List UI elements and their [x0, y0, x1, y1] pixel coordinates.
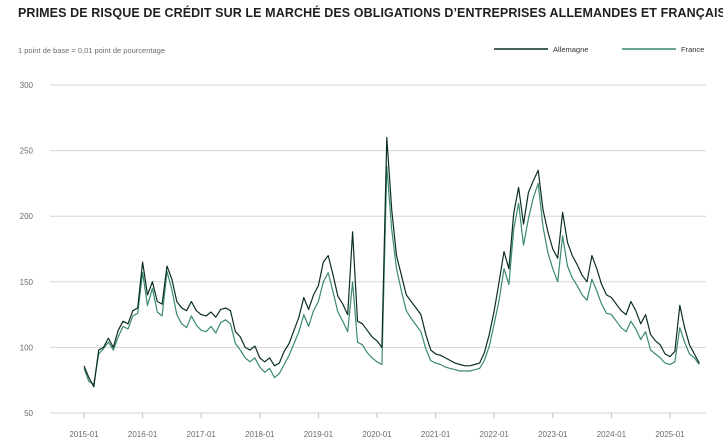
- y-axis-ticks: 50 100 150 200 250 300: [20, 81, 34, 418]
- series-line-france: [83, 165, 700, 385]
- y-tick-label: 250: [20, 147, 34, 156]
- x-tick-label: 2022-01: [480, 430, 510, 439]
- x-tick-label: 2015-01: [69, 430, 99, 439]
- legend-label-allemagne: Allemagne: [553, 45, 588, 54]
- series-line-allemagne: [83, 136, 700, 388]
- x-tick-label: 2020-01: [362, 430, 392, 439]
- x-tick-label: 2021-01: [421, 430, 451, 439]
- chart-subtitle: 1 point de base = 0,01 point de pourcent…: [18, 46, 165, 55]
- y-tick-label: 300: [20, 81, 34, 90]
- x-tick-label: 2018-01: [245, 430, 275, 439]
- legend-label-france: France: [681, 45, 704, 54]
- x-tick-label: 2023-01: [538, 430, 568, 439]
- y-tick-label: 200: [20, 212, 34, 221]
- x-tick-label: 2025-01: [655, 430, 685, 439]
- x-tick-label: 2017-01: [187, 430, 217, 439]
- y-tick-label: 100: [20, 343, 34, 352]
- x-tick-label: 2016-01: [128, 430, 158, 439]
- y-tick-label: 150: [20, 278, 34, 287]
- chart-title: PRIMES DE RISQUE DE CRÉDIT SUR LE MARCHÉ…: [18, 6, 723, 20]
- y-tick-label: 50: [24, 409, 33, 418]
- legend: Allemagne France: [494, 45, 704, 54]
- x-tick-label: 2019-01: [304, 430, 334, 439]
- x-tick-label: 2024-01: [597, 430, 627, 439]
- grid-lines: [50, 84, 706, 414]
- x-axis-ticks: 2015-01 2016-01 2017-01 2018-01 2019-01 2020-…: [69, 413, 685, 439]
- series-lines: [83, 136, 700, 388]
